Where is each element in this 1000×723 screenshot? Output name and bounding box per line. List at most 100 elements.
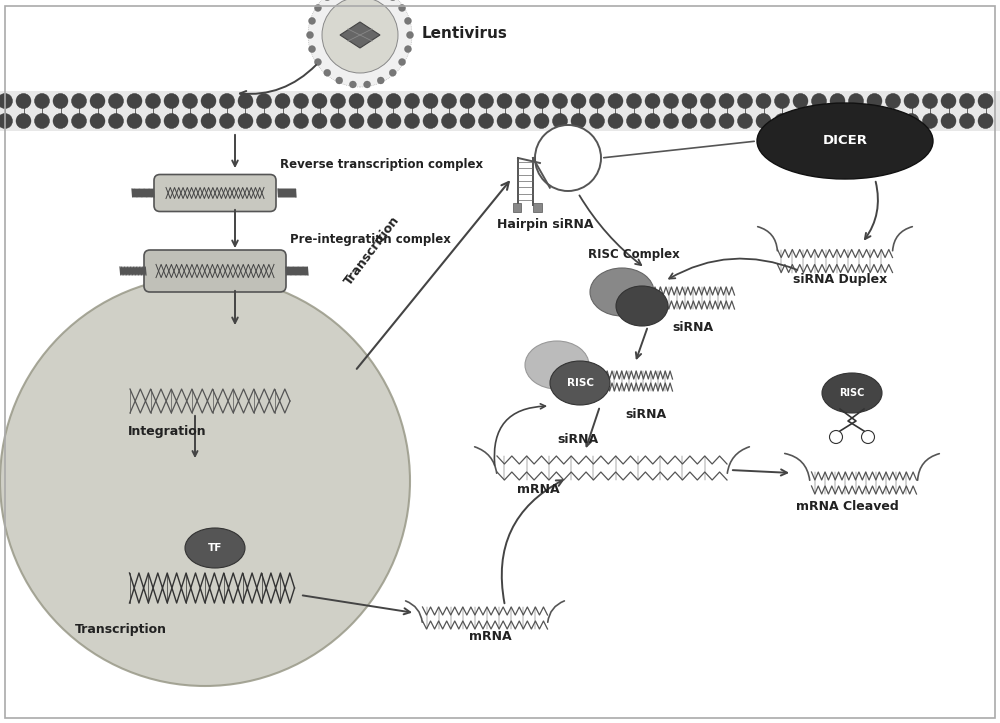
Circle shape [314, 59, 321, 66]
Circle shape [389, 69, 396, 77]
Circle shape [309, 17, 316, 25]
Circle shape [201, 114, 216, 129]
Circle shape [534, 114, 549, 129]
Circle shape [793, 93, 808, 108]
Circle shape [336, 77, 343, 84]
Polygon shape [340, 22, 380, 48]
Circle shape [0, 93, 12, 108]
Circle shape [16, 93, 31, 108]
Circle shape [72, 93, 87, 108]
Circle shape [330, 93, 346, 108]
Text: mRNA: mRNA [469, 630, 511, 643]
Circle shape [238, 93, 253, 108]
Circle shape [164, 93, 179, 108]
Circle shape [72, 114, 87, 129]
Circle shape [460, 93, 475, 108]
Circle shape [306, 32, 314, 38]
FancyArrowPatch shape [893, 227, 912, 251]
Circle shape [164, 114, 179, 129]
Circle shape [441, 114, 456, 129]
Text: RISC: RISC [839, 388, 865, 398]
Circle shape [682, 114, 697, 129]
FancyArrowPatch shape [502, 480, 563, 603]
Circle shape [590, 114, 604, 129]
Circle shape [108, 93, 123, 108]
Bar [512, 203, 521, 212]
Circle shape [368, 93, 382, 108]
Circle shape [90, 114, 105, 129]
Text: TF: TF [208, 543, 222, 553]
Circle shape [146, 93, 160, 108]
Circle shape [535, 125, 601, 191]
Circle shape [275, 93, 290, 108]
Circle shape [608, 114, 623, 129]
Circle shape [399, 4, 406, 12]
Circle shape [294, 114, 308, 129]
Circle shape [314, 4, 321, 12]
Text: siRNA Duplex: siRNA Duplex [793, 273, 887, 286]
Circle shape [182, 93, 198, 108]
Text: mRNA: mRNA [517, 483, 560, 496]
Circle shape [404, 46, 411, 53]
Circle shape [386, 93, 401, 108]
Circle shape [404, 17, 411, 25]
Circle shape [719, 114, 734, 129]
Ellipse shape [590, 268, 654, 316]
Circle shape [377, 77, 384, 84]
Circle shape [886, 114, 900, 129]
Circle shape [312, 93, 327, 108]
Circle shape [978, 93, 993, 108]
Circle shape [941, 93, 956, 108]
FancyBboxPatch shape [154, 174, 276, 212]
Circle shape [146, 114, 160, 129]
Circle shape [478, 114, 493, 129]
Circle shape [53, 93, 68, 108]
Circle shape [756, 114, 771, 129]
Text: Pre-integration complex: Pre-integration complex [290, 233, 451, 246]
Circle shape [127, 93, 142, 108]
Circle shape [219, 93, 234, 108]
FancyArrowPatch shape [475, 447, 497, 474]
Circle shape [423, 93, 438, 108]
Ellipse shape [757, 103, 933, 179]
Text: DICER: DICER [822, 134, 867, 147]
Text: RISC: RISC [566, 378, 594, 388]
Circle shape [386, 114, 401, 129]
Circle shape [219, 114, 234, 129]
Circle shape [645, 93, 660, 108]
FancyArrowPatch shape [406, 601, 422, 623]
Circle shape [645, 114, 660, 129]
Circle shape [904, 93, 919, 108]
Circle shape [349, 81, 356, 88]
Text: Integration: Integration [128, 425, 207, 438]
FancyArrowPatch shape [865, 181, 878, 239]
FancyBboxPatch shape [144, 250, 286, 292]
Circle shape [478, 93, 493, 108]
Circle shape [406, 32, 414, 38]
Circle shape [256, 114, 271, 129]
Circle shape [294, 93, 308, 108]
Ellipse shape [550, 361, 610, 405]
Circle shape [848, 114, 864, 129]
Circle shape [238, 114, 253, 129]
Circle shape [534, 93, 549, 108]
Ellipse shape [616, 286, 668, 326]
FancyArrowPatch shape [604, 141, 754, 158]
Circle shape [309, 46, 316, 53]
Circle shape [552, 93, 568, 108]
Text: Transcrition: Transcrition [342, 214, 402, 288]
Circle shape [812, 114, 827, 129]
Circle shape [308, 0, 412, 87]
Circle shape [312, 114, 327, 129]
Circle shape [608, 93, 623, 108]
Circle shape [719, 93, 734, 108]
Ellipse shape [525, 341, 589, 389]
Text: siRNA: siRNA [557, 433, 598, 446]
FancyArrowPatch shape [579, 195, 641, 265]
Ellipse shape [61, 343, 369, 638]
Circle shape [182, 114, 198, 129]
Circle shape [201, 93, 216, 108]
Circle shape [364, 81, 371, 88]
Circle shape [497, 114, 512, 129]
Circle shape [516, 93, 530, 108]
